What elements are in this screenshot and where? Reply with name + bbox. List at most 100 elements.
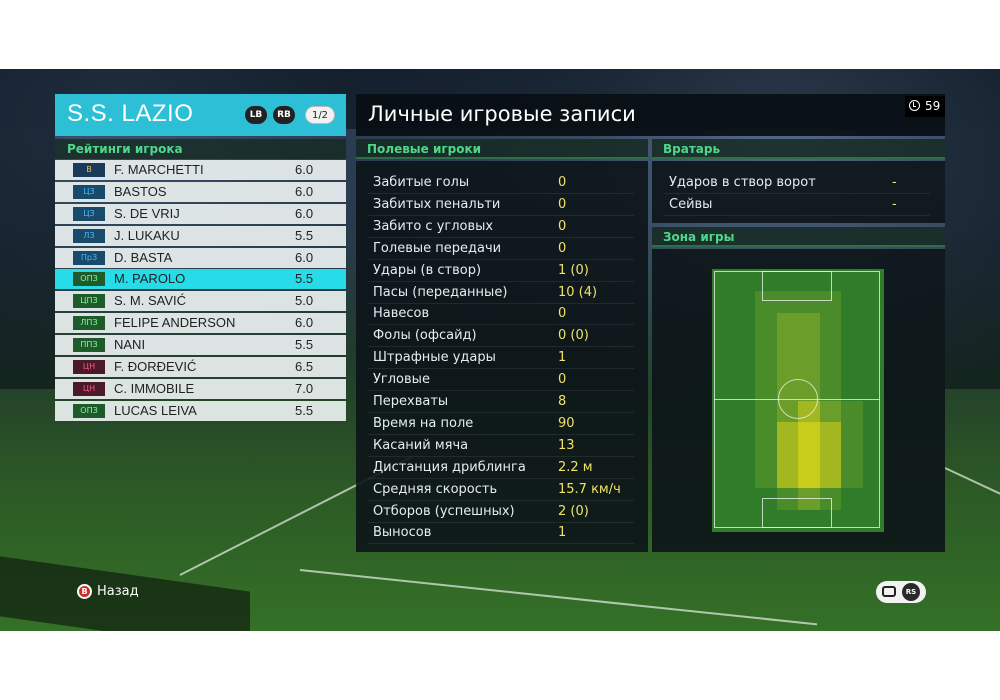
stat-value: 0 xyxy=(558,218,567,234)
play-zone-panel xyxy=(652,249,945,552)
position-badge: ЦПЗ xyxy=(73,294,105,309)
heatmap-cell xyxy=(819,400,842,423)
chat-icon xyxy=(882,586,896,597)
heatmap-cell xyxy=(712,444,734,467)
stat-label: Касаний мяча xyxy=(373,437,469,453)
player-name: D. BASTA xyxy=(114,249,173,265)
heatmap-cell xyxy=(819,488,842,511)
stat-label: Пасы (переданные) xyxy=(373,284,508,300)
player-row[interactable]: ЦПЗ S. M. SAVIĆ 5.0 xyxy=(55,291,346,312)
stat-label: Забитые голы xyxy=(373,175,470,190)
stat-row: Средняя скорость 15.7 км/ч xyxy=(368,479,634,501)
stat-label: Перехваты xyxy=(373,394,449,409)
stat-value: 2 (0) xyxy=(558,503,589,519)
player-rating: 6.0 xyxy=(295,205,314,221)
heatmap-cell xyxy=(776,444,799,467)
tab-play-zone[interactable]: Зона игры xyxy=(652,227,945,247)
tab-goalkeeper[interactable]: Вратарь xyxy=(652,139,945,159)
player-row[interactable]: ЦН C. IMMOBILE 7.0 xyxy=(55,378,346,399)
heatmap-cell xyxy=(862,356,884,380)
heatmap-cell xyxy=(841,312,863,336)
team-name: S.S. LAZIO xyxy=(67,100,194,127)
stat-label: Отборов (успешных) xyxy=(373,503,515,519)
player-rating: 7.0 xyxy=(295,380,314,396)
back-button[interactable]: B Назад xyxy=(77,584,139,599)
player-row[interactable]: ЛЗ J. LUKAKU 5.5 xyxy=(55,225,346,246)
heatmap-cell xyxy=(776,510,799,532)
stat-row: Касаний мяча 13 xyxy=(368,435,634,457)
stat-label: Забитых пенальти xyxy=(373,196,501,212)
player-row[interactable]: ЦЗ S. DE VRIJ 6.0 xyxy=(55,203,346,224)
stat-label: Средняя скорость xyxy=(373,481,498,497)
stat-value: 13 xyxy=(558,437,575,453)
heatmap-cell xyxy=(798,290,820,314)
heatmap-cell xyxy=(841,290,863,314)
stat-row: Навесов 0 xyxy=(368,303,634,326)
heatmap-cell xyxy=(798,444,820,467)
heatmap-cell xyxy=(733,334,756,358)
heatmap-cell xyxy=(776,334,799,358)
heatmap-cell xyxy=(819,444,842,467)
heatmap-cell xyxy=(841,269,863,292)
player-rating: 6.0 xyxy=(295,315,314,331)
heatmap-cell xyxy=(755,356,777,380)
player-rating: 5.5 xyxy=(295,402,314,418)
player-rating: 5.0 xyxy=(295,293,314,309)
player-row[interactable]: ЛПЗ FELIPE ANDERSON 6.0 xyxy=(55,313,346,334)
position-badge: ПрЗ xyxy=(73,250,105,265)
position-badge: ЛПЗ xyxy=(73,316,105,331)
heatmap-cell xyxy=(862,510,884,532)
timer-value: 59 xyxy=(925,99,941,113)
heatmap-cell xyxy=(733,510,756,532)
player-row[interactable]: ОПЗ M. PAROLO 5.5 xyxy=(55,269,346,290)
heatmap-cell xyxy=(841,334,863,358)
stat-label: Удары (в створ) xyxy=(373,262,482,278)
stat-label: Время на поле xyxy=(373,415,474,431)
player-rating: 6.0 xyxy=(295,162,314,177)
player-row[interactable]: ПрЗ D. BASTA 6.0 xyxy=(55,247,346,268)
heatmap-cell xyxy=(755,290,777,314)
rb-button-icon[interactable]: RB xyxy=(273,106,295,124)
heatmap-cell xyxy=(712,422,734,445)
heatmap-cell xyxy=(798,466,820,489)
heatmap-cell xyxy=(819,290,842,314)
heatmap-cell xyxy=(798,312,820,336)
player-name: F. ĐORĐEVIĆ xyxy=(114,359,197,375)
back-label: Назад xyxy=(97,584,139,599)
player-row[interactable]: В F. MARCHETTI 6.0 xyxy=(55,160,346,180)
tab-field-players[interactable]: Полевые игроки xyxy=(356,139,648,159)
heatmap-cell xyxy=(733,356,756,380)
heatmap-cell xyxy=(712,290,734,314)
heatmap-cell xyxy=(733,466,756,489)
heatmap-cell xyxy=(733,488,756,511)
lb-button-icon[interactable]: LB xyxy=(245,106,267,124)
stat-label: Угловые xyxy=(373,372,430,388)
team-header: S.S. LAZIO LB RB 1/2 xyxy=(55,94,346,136)
player-list: В F. MARCHETTI 6.0 ЦЗ BASTOS 6.0 ЦЗ S. DE VRIJ 6… xyxy=(55,160,346,423)
heatmap-cell xyxy=(776,312,799,336)
player-rating: 5.5 xyxy=(295,227,314,243)
stat-value: 0 xyxy=(558,196,567,212)
goalkeeper-stats-panel: Ударов в створ ворот - Сейвы - xyxy=(652,161,945,223)
heatmap-cell xyxy=(712,356,734,380)
stat-row: Перехваты 8 xyxy=(368,391,634,413)
heatmap-cell xyxy=(862,488,884,511)
gk-stat-row: Ударов в створ ворот - xyxy=(664,172,930,194)
stat-label: Забито с угловых xyxy=(373,218,494,234)
player-name: J. LUKAKU xyxy=(114,227,180,243)
heatmap-cell xyxy=(862,400,884,423)
player-row[interactable]: ОПЗ LUCAS LEIVA 5.5 xyxy=(55,400,346,421)
heatmap-cell xyxy=(712,378,734,401)
player-row[interactable]: ППЗ NANI 5.5 xyxy=(55,335,346,356)
stat-value: 10 (4) xyxy=(558,284,598,300)
player-rating: 5.5 xyxy=(295,337,314,353)
heatmap-cell xyxy=(733,312,756,336)
player-row[interactable]: ЦЗ BASTOS 6.0 xyxy=(55,181,346,202)
chat-button[interactable]: RS xyxy=(876,581,926,603)
heatmap-cell xyxy=(841,422,863,445)
position-badge: ОПЗ xyxy=(73,272,105,287)
player-row[interactable]: ЦН F. ĐORĐEVIĆ 6.5 xyxy=(55,357,346,378)
heatmap-cell xyxy=(819,378,842,401)
heatmap-cell xyxy=(755,422,777,445)
player-name: S. DE VRIJ xyxy=(114,205,180,221)
